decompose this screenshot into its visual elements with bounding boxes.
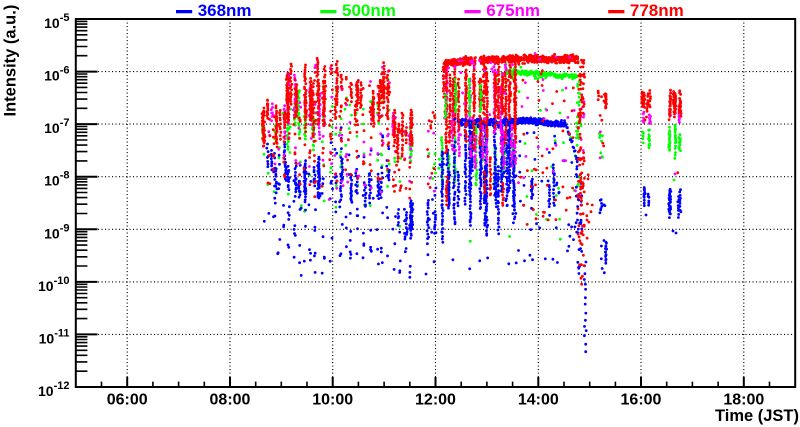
svg-text:Time (JST): Time (JST)	[715, 407, 799, 425]
svg-text:14:00: 14:00	[518, 392, 559, 409]
svg-text:16:00: 16:00	[621, 392, 662, 409]
svg-text:Intensity (a.u.): Intensity (a.u.)	[2, 5, 20, 117]
svg-text:500nm: 500nm	[342, 1, 396, 20]
svg-text:06:00: 06:00	[107, 392, 148, 409]
svg-text:08:00: 08:00	[210, 392, 251, 409]
svg-text:10:00: 10:00	[312, 392, 353, 409]
svg-text:778nm: 778nm	[630, 1, 684, 20]
svg-text:675nm: 675nm	[486, 1, 540, 20]
svg-text:368nm: 368nm	[198, 1, 252, 20]
svg-text:12:00: 12:00	[415, 392, 456, 409]
svg-text:18:00: 18:00	[723, 392, 764, 409]
